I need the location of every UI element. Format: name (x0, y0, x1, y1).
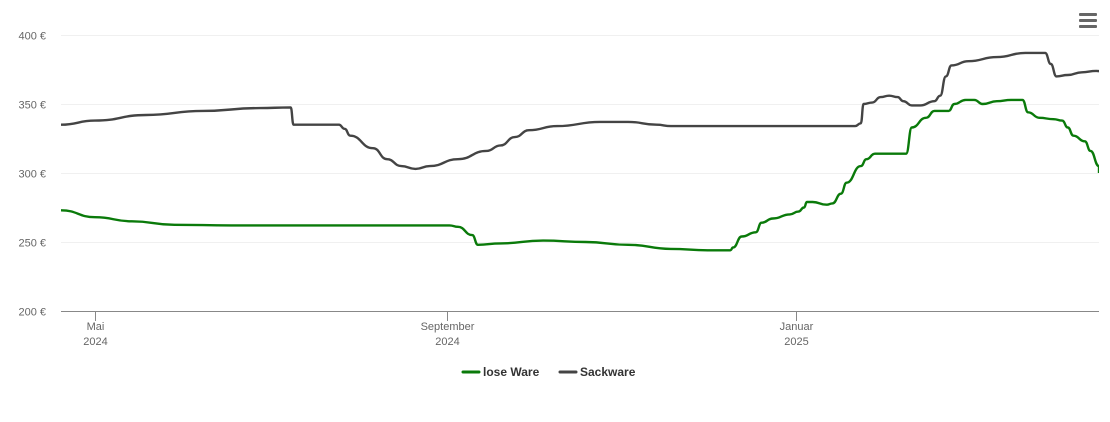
x-tick-label-year: 2024 (83, 336, 107, 348)
x-axis: Mai 2024 September 2024 Januar 2025 (61, 311, 1099, 348)
x-tick-label: September (421, 321, 475, 333)
series-lines (61, 51, 1099, 252)
x-tick-label-year: 2025 (784, 336, 808, 348)
grid-lines (61, 35, 1099, 243)
legend-item[interactable]: lose Ware (461, 365, 540, 379)
series-line-lose-ware (61, 98, 1099, 252)
x-tick-label-year: 2024 (435, 336, 459, 348)
hamburger-menu-icon[interactable] (1076, 10, 1100, 32)
series-line-sackware (61, 51, 1099, 171)
x-tick-label: Januar (780, 321, 814, 333)
legend-item[interactable]: Sackware (558, 365, 636, 379)
legend-label: Sackware (580, 365, 636, 379)
y-tick-label: 200 € (18, 307, 46, 319)
y-tick-label: 250 € (18, 238, 46, 250)
legend-label: lose Ware (483, 365, 540, 379)
y-axis-labels: 200 € 250 € 300 € 350 € 400 € (18, 31, 46, 319)
y-tick-label: 300 € (18, 169, 46, 181)
y-tick-label: 350 € (18, 100, 46, 112)
y-tick-label: 400 € (18, 31, 46, 43)
legend[interactable]: lose Ware Sackware (461, 365, 636, 379)
x-tick-label: Mai (87, 321, 105, 333)
